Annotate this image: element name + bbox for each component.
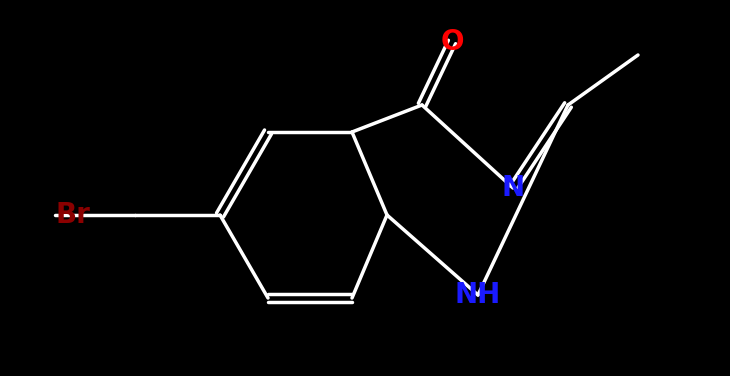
Text: O: O	[440, 28, 464, 56]
Text: NH: NH	[455, 281, 501, 309]
Text: Br: Br	[55, 201, 90, 229]
Text: N: N	[502, 174, 525, 202]
